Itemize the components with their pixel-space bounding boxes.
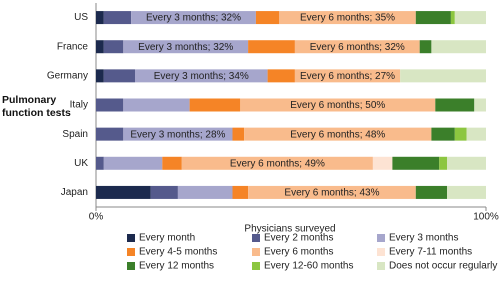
bar-segment [131,11,256,25]
value-label: Every 6 months; 32% [310,42,405,53]
legend-label: Every 6 months [264,247,333,258]
bar-segment [181,156,373,170]
bar-segment [96,98,124,112]
value-label: Every 3 months; 34% [154,71,249,82]
legend-label: Does not occur regularly [389,261,497,272]
bar-segment [255,11,280,25]
legend-swatch [377,234,385,242]
bar-segment [96,40,104,54]
bar-segment [96,127,124,141]
bar-segment [454,11,486,25]
bar-segment [248,40,295,54]
legend-swatch [252,248,260,256]
bar-segment [431,127,455,141]
bar-segment [123,40,249,54]
bar-segment [474,98,486,112]
legend-swatch [127,234,135,242]
value-label: Every 6 months; 35% [300,13,395,24]
category-label: France [57,41,89,52]
legend-swatch [252,262,260,270]
legend-label: Every 12 months [139,261,214,272]
bar-segment [248,185,416,199]
bar-segment [279,11,416,25]
legend-swatch [377,248,385,256]
bar-segment [150,185,178,199]
bar-segment [466,127,486,141]
legend-label: Every 7-11 months [389,247,472,258]
legend-swatch [127,262,135,270]
bar-segment [447,185,486,199]
x-axis-label: Physicians surveyed [244,224,335,235]
bar-segment [103,69,135,83]
value-label: Every 6 months; 49% [230,158,325,169]
bar-segment [415,11,451,25]
bar-segment [294,69,401,83]
bar-segment [232,127,245,141]
legend-label: Every 3 months [389,233,458,244]
bar-segment [400,69,486,83]
value-label: Every 3 months; 32% [138,42,233,53]
bar-segment [439,156,447,170]
category-label: Germany [47,70,88,81]
bar-segment [177,185,233,199]
bar-segment [431,40,486,54]
x-tick-label: 0% [89,212,104,223]
bar-segment [392,156,440,170]
bar-segment [415,185,447,199]
value-label: Every 6 months; 43% [284,188,379,199]
bar-segment [454,127,467,141]
bar-segment [135,69,268,83]
bar-segment [96,11,104,25]
bar-segment [267,69,295,83]
bar-segment [294,40,420,54]
bar-segment [244,127,432,141]
legend-label: Every month [139,233,195,244]
x-tick-label: 100% [473,212,499,223]
bar-segment [240,98,436,112]
bar-segment [96,185,151,199]
bar-segment [123,127,233,141]
bar-segment [447,156,486,170]
y-axis-label: Pulmonary function tests [2,94,71,119]
bar-segment [96,156,104,170]
value-label: Every 3 months; 32% [146,13,241,24]
bar-segment [372,156,393,170]
legend-label: Every 4-5 months [139,247,217,258]
legend-swatch [252,234,260,242]
bar-segment [435,98,475,112]
legend-swatch [127,248,135,256]
bar-segment [96,69,104,83]
value-label: Every 6 months; 50% [290,100,385,111]
category-label: US [74,12,88,23]
bar-segment [123,98,190,112]
bar-segment [103,156,163,170]
category-label: Spain [62,129,88,140]
value-label: Every 3 months; 28% [130,129,225,140]
bar-segment [232,185,249,199]
category-label: UK [74,158,88,169]
legend-swatch [377,262,385,270]
bar-segment [103,11,132,25]
value-label: Every 6 months; 48% [290,129,385,140]
bar-segment [103,40,124,54]
category-label: Japan [61,187,88,198]
legend-label: Every 12-60 months [264,261,354,272]
category-label: Italy [70,100,88,111]
bar-segment [450,11,455,25]
legend-label: Every 2 months [264,233,333,244]
bar-segment [419,40,432,54]
value-label: Every 6 months; 27% [300,71,395,82]
bar-segment [189,98,241,112]
bar-segment [162,156,182,170]
